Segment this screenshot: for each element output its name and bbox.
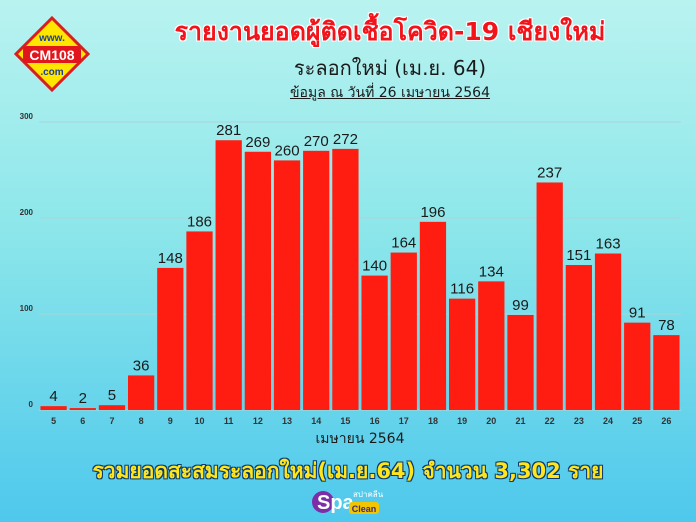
bar (478, 281, 505, 410)
bar (653, 335, 680, 410)
bar (419, 221, 447, 410)
data-label: 134 (479, 263, 504, 280)
bar (69, 408, 96, 410)
data-label: 164 (391, 235, 416, 252)
data-label: 5 (108, 387, 116, 404)
bar (565, 265, 592, 410)
cumulative-total-text: รวมยอดสะสมระลอกใหม่(เม.ย.64) จำนวน 3,302… (92, 459, 604, 483)
data-label: 99 (512, 297, 529, 314)
x-tick-label: 14 (311, 416, 321, 426)
x-tick-label: 20 (486, 416, 496, 426)
x-tick-label: 16 (370, 416, 380, 426)
x-tick-label: 19 (457, 416, 467, 426)
bar (40, 406, 67, 410)
data-label: 281 (216, 122, 241, 139)
bar (273, 160, 301, 410)
data-date-line: ข้อมูล ณ วันที่ 26 เมษายน 2564 (289, 85, 490, 101)
cm108-logo: www. CM108 .com (14, 16, 90, 92)
x-axis-title: เมษายน 2564 (316, 431, 405, 447)
x-tick-label: 5 (51, 416, 56, 426)
y-tick-label: 0 (29, 400, 34, 409)
bar (624, 322, 651, 410)
data-label: 237 (537, 164, 562, 181)
data-label: 163 (596, 236, 621, 253)
bar (390, 252, 417, 410)
x-tick-label: 18 (428, 416, 438, 426)
bar (186, 231, 213, 410)
x-tick-label: 15 (340, 416, 350, 426)
x-tick-label: 22 (545, 416, 555, 426)
data-label: 260 (275, 142, 300, 159)
bar (361, 275, 388, 410)
logo-top-text: www. (38, 33, 65, 44)
data-label: 272 (333, 131, 358, 148)
bar (449, 298, 476, 410)
data-label: 269 (245, 134, 270, 151)
spa-logo-main: Spa (317, 492, 355, 514)
bar (157, 267, 184, 410)
data-label: 91 (629, 305, 646, 322)
bar (128, 375, 155, 410)
x-tick-label: 26 (661, 416, 671, 426)
y-tick-label: 100 (20, 304, 34, 313)
data-label: 196 (420, 204, 445, 221)
x-tick-label: 9 (168, 416, 173, 426)
x-tick-label: 17 (399, 416, 409, 426)
spa-logo-thai: สปาคลีน (353, 490, 384, 499)
data-label: 116 (450, 281, 474, 298)
bar (215, 140, 242, 411)
x-tick-label: 13 (282, 416, 292, 426)
x-tick-label: 11 (224, 416, 234, 426)
spa-clean-logo: Spa สปาคลีน Clean (312, 490, 384, 514)
bar (594, 253, 622, 410)
data-label: 2 (79, 390, 87, 407)
x-tick-label: 24 (603, 416, 613, 426)
y-tick-label: 300 (20, 112, 34, 121)
x-tick-label: 6 (80, 416, 85, 426)
data-label: 140 (362, 258, 387, 275)
data-label: 36 (133, 357, 150, 374)
x-tick-label: 7 (109, 416, 114, 426)
bar (98, 405, 126, 410)
data-label: 270 (304, 133, 329, 150)
page-subtitle: ระลอกใหม่ (เม.ย. 64) (293, 56, 487, 80)
bar (332, 148, 359, 410)
x-tick-label: 10 (194, 416, 204, 426)
bar (244, 151, 271, 410)
daily-cases-bar-chart: 0100200300452657368148918610281112691226… (20, 112, 681, 447)
data-label: 148 (158, 250, 183, 267)
logo-main-text: CM108 (29, 47, 74, 63)
x-tick-label: 21 (515, 416, 525, 426)
logo-bottom-text: .com (40, 67, 63, 78)
data-label: 4 (49, 388, 57, 405)
x-tick-label: 12 (253, 416, 263, 426)
page-title: รายงานยอดผู้ติดเชื้อโควิด-19 เชียงใหม่ (174, 17, 606, 46)
bar (303, 150, 330, 411)
bar (536, 182, 563, 410)
data-label: 78 (658, 317, 675, 334)
data-label: 186 (187, 213, 212, 230)
x-tick-label: 23 (574, 416, 584, 426)
bar (507, 314, 534, 410)
y-tick-label: 200 (20, 208, 34, 217)
spa-logo-en: Clean (352, 504, 377, 514)
x-tick-label: 8 (139, 416, 144, 426)
x-tick-label: 25 (632, 416, 642, 426)
data-label: 151 (566, 247, 591, 264)
